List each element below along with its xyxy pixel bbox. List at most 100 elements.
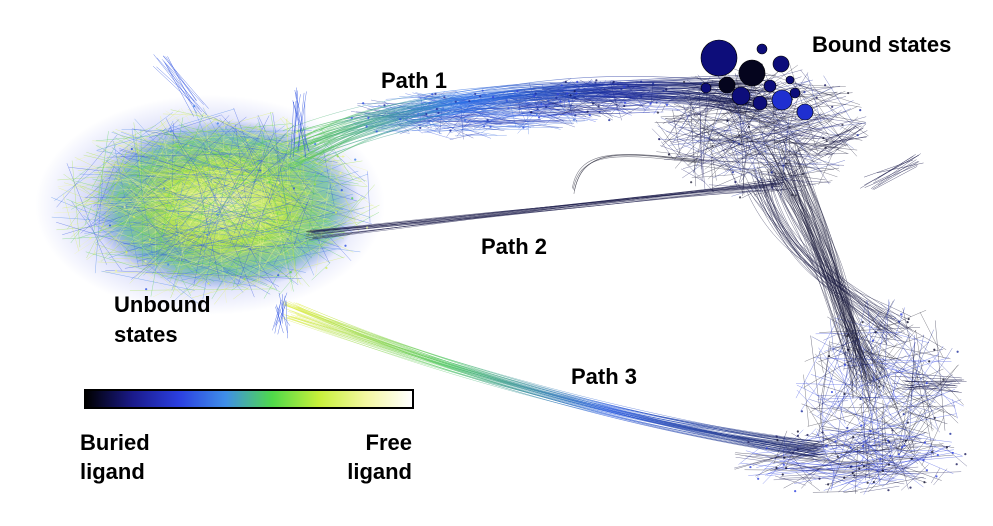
cluster-edge bbox=[138, 207, 211, 287]
cluster-edge bbox=[575, 104, 621, 118]
cluster-edge bbox=[919, 312, 944, 358]
cluster-edge bbox=[823, 318, 882, 424]
state-node bbox=[667, 153, 671, 156]
state-node bbox=[350, 116, 353, 120]
cluster-edge bbox=[705, 116, 789, 150]
cluster-edge bbox=[517, 107, 575, 127]
cluster-edge bbox=[93, 170, 206, 174]
state-node bbox=[726, 119, 729, 122]
whisker-edge bbox=[163, 60, 198, 114]
cluster-edge bbox=[203, 148, 257, 178]
state-node bbox=[516, 90, 519, 93]
path-1-edge bbox=[285, 90, 765, 155]
state-node bbox=[431, 93, 434, 96]
state-node bbox=[270, 214, 273, 217]
whisker-edge bbox=[877, 162, 924, 174]
right-connector-edge bbox=[769, 168, 885, 361]
cluster-edge bbox=[424, 111, 441, 134]
state-node bbox=[586, 110, 589, 113]
path-1-edge bbox=[286, 83, 748, 156]
state-node bbox=[851, 471, 854, 475]
bound-state-node bbox=[700, 82, 712, 94]
state-node bbox=[843, 476, 846, 479]
state-node bbox=[791, 451, 795, 455]
path-1-edge bbox=[318, 96, 743, 167]
cluster-edge bbox=[148, 114, 221, 139]
cluster-edge bbox=[167, 236, 311, 280]
cluster-edge bbox=[683, 104, 693, 135]
cluster-edge bbox=[191, 255, 233, 268]
whisker-edge bbox=[156, 66, 195, 102]
whisker-edge bbox=[275, 306, 284, 334]
state-node bbox=[964, 453, 967, 456]
whisker-edge bbox=[824, 125, 862, 141]
cluster-edge bbox=[296, 127, 304, 235]
cluster-edge bbox=[756, 429, 804, 479]
cluster-edge bbox=[367, 171, 371, 223]
state-node bbox=[437, 111, 440, 115]
state-node bbox=[951, 451, 954, 455]
cluster-edge bbox=[54, 199, 324, 214]
state-node bbox=[569, 94, 572, 97]
state-node bbox=[791, 193, 794, 197]
colorbar-high-label: Free ligand bbox=[340, 428, 412, 486]
state-node bbox=[935, 475, 938, 478]
state-node bbox=[806, 433, 809, 437]
cluster-edge bbox=[399, 117, 438, 135]
cluster-edge bbox=[832, 348, 882, 483]
state-node bbox=[662, 89, 665, 92]
cluster-edge bbox=[101, 197, 218, 205]
cluster-edge bbox=[839, 382, 918, 438]
path-2-edge bbox=[306, 184, 784, 233]
cluster-edge bbox=[126, 198, 188, 262]
state-node bbox=[785, 162, 788, 165]
cluster-edge bbox=[79, 185, 127, 202]
state-node bbox=[682, 80, 686, 84]
cluster-edge bbox=[775, 475, 806, 486]
state-node bbox=[771, 186, 774, 189]
state-node bbox=[858, 467, 861, 470]
state-node bbox=[491, 96, 495, 99]
state-node bbox=[776, 438, 779, 442]
cluster-edge bbox=[757, 69, 803, 83]
cluster-edge bbox=[726, 132, 798, 155]
whisker-edge bbox=[164, 62, 194, 117]
cluster-edge bbox=[186, 160, 363, 189]
state-node bbox=[881, 469, 885, 473]
state-node bbox=[620, 88, 623, 91]
state-node bbox=[849, 446, 852, 449]
state-node bbox=[474, 92, 477, 96]
cluster-edge bbox=[821, 425, 955, 448]
cluster-edge bbox=[105, 253, 237, 268]
cluster-edge bbox=[192, 106, 260, 270]
cluster-edge bbox=[162, 113, 207, 116]
cluster-edge bbox=[819, 343, 832, 407]
cluster-edge bbox=[160, 115, 185, 258]
state-node bbox=[903, 444, 906, 447]
state-node bbox=[936, 453, 939, 457]
cluster-edge bbox=[704, 128, 759, 170]
state-node bbox=[148, 238, 152, 241]
cluster-edge bbox=[818, 340, 830, 437]
path-3-edge bbox=[284, 314, 826, 458]
state-node bbox=[595, 79, 598, 82]
cluster-edge bbox=[80, 163, 165, 234]
colorbar-high-line-2: ligand bbox=[347, 459, 412, 484]
state-node bbox=[417, 113, 420, 116]
cluster-edge bbox=[93, 119, 180, 207]
state-node bbox=[547, 99, 550, 102]
state-node bbox=[367, 116, 370, 120]
cluster-edge bbox=[215, 128, 226, 145]
cluster-edge bbox=[96, 222, 183, 296]
cluster-edge bbox=[691, 92, 837, 137]
cluster-edge bbox=[802, 467, 820, 481]
cluster-edge bbox=[823, 435, 893, 466]
state-node bbox=[383, 104, 386, 107]
cluster-edge bbox=[187, 109, 333, 165]
cluster-edge bbox=[158, 205, 304, 219]
cluster-edge bbox=[672, 109, 681, 154]
cluster-edge bbox=[198, 140, 207, 148]
state-node bbox=[399, 118, 402, 121]
state-node bbox=[573, 96, 577, 99]
state-node bbox=[782, 164, 785, 167]
